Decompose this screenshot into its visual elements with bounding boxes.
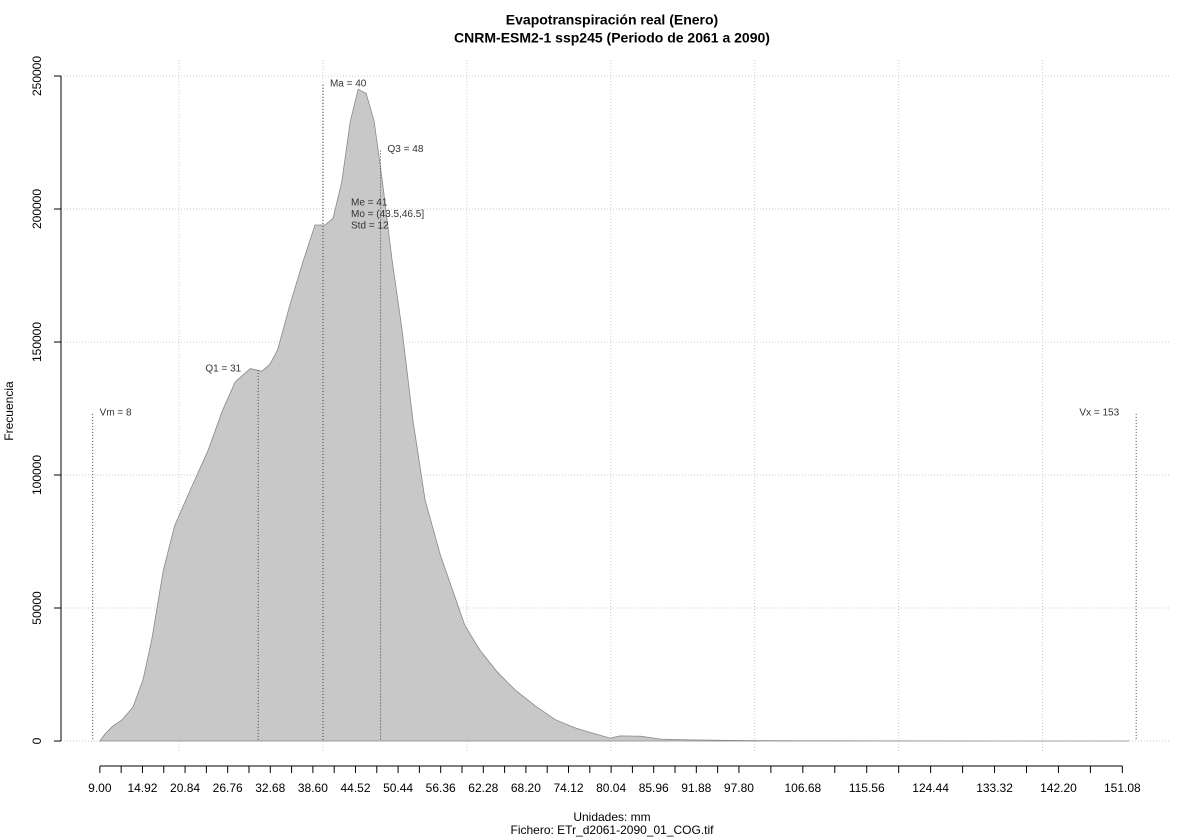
marker-label: Q1 = 31 xyxy=(205,364,241,375)
marker-label: Vm = 8 xyxy=(100,407,132,418)
x-tick-label: 142.20 xyxy=(1040,781,1077,795)
marker-label: Ma = 40 xyxy=(330,79,367,90)
x-tick-label: 85.96 xyxy=(639,781,669,795)
y-tick-label: 200000 xyxy=(30,189,44,229)
y-tick-label: 150000 xyxy=(30,322,44,362)
x-tick-label: 62.28 xyxy=(468,781,498,795)
y-axis-label: Frecuencia xyxy=(2,381,16,441)
x-tick-label: 32.68 xyxy=(255,781,285,795)
y-tick-label: 250000 xyxy=(30,56,44,96)
x-tick-label: 80.04 xyxy=(596,781,626,795)
x-tick-label: 56.36 xyxy=(426,781,456,795)
stat-label: Mo = (43.5,46.5] xyxy=(351,209,424,220)
x-tick-label: 68.20 xyxy=(511,781,541,795)
x-tick-label: 151.08 xyxy=(1104,781,1141,795)
marker-label: Q3 = 48 xyxy=(388,144,424,155)
marker-label: Vx = 153 xyxy=(1079,407,1119,418)
x-axis-label: Unidades: mm xyxy=(573,810,650,824)
x-tick-label: 44.52 xyxy=(340,781,370,795)
y-tick-label: 0 xyxy=(30,737,44,744)
y-tick-label: 100000 xyxy=(30,455,44,495)
caption: Fichero: ETr_d2061-2090_01_COG.tif xyxy=(511,823,715,837)
x-tick-label: 97.80 xyxy=(724,781,754,795)
x-tick-label: 50.44 xyxy=(383,781,413,795)
x-tick-label: 9.00 xyxy=(88,781,112,795)
x-tick-label: 20.84 xyxy=(170,781,200,795)
stat-label: Me = 41 xyxy=(351,198,388,209)
chart-subtitle: CNRM-ESM2-1 ssp245 (Periodo de 2061 a 20… xyxy=(454,30,770,46)
x-tick-label: 133.32 xyxy=(976,781,1013,795)
x-tick-label: 26.76 xyxy=(213,781,243,795)
x-tick-label: 38.60 xyxy=(298,781,328,795)
chart-title: Evapotranspiración real (Enero) xyxy=(506,12,718,28)
x-tick-label: 115.56 xyxy=(849,781,885,795)
stat-label: Std = 12 xyxy=(351,221,389,232)
x-tick-label: 74.12 xyxy=(553,781,583,795)
y-tick-label: 50000 xyxy=(30,591,44,625)
x-tick-label: 91.88 xyxy=(681,781,711,795)
x-tick-label: 14.92 xyxy=(127,781,157,795)
x-tick-label: 124.44 xyxy=(912,781,949,795)
x-tick-label: 106.68 xyxy=(784,781,821,795)
density-area xyxy=(99,88,1129,742)
